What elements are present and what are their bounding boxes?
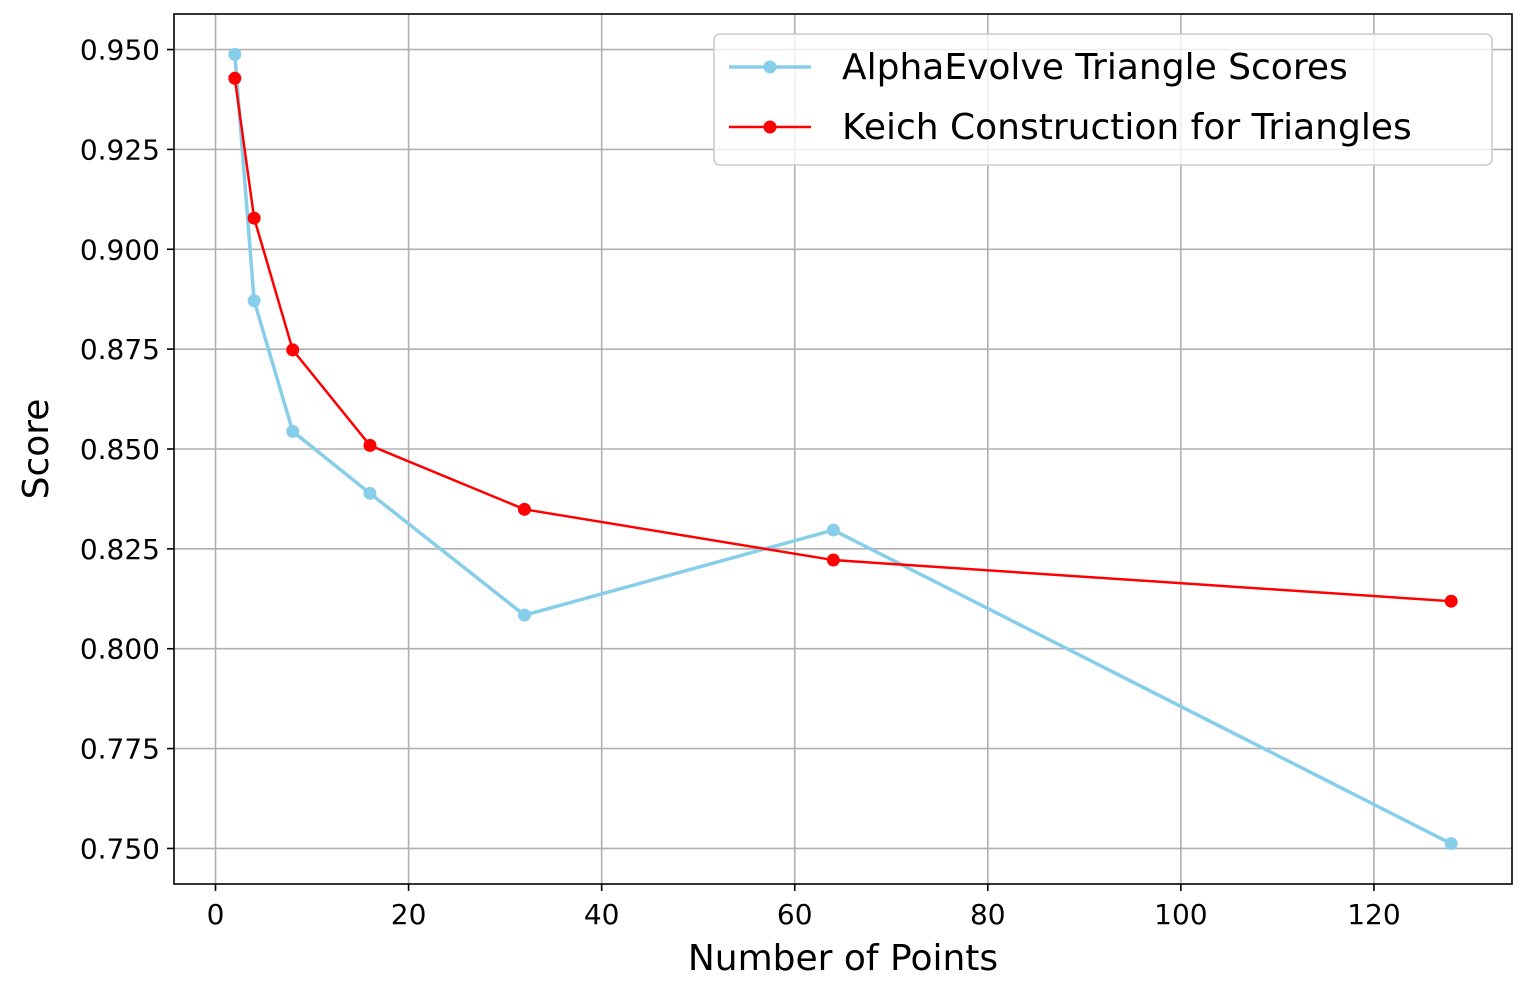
legend-label: Keich Construction for Triangles — [842, 107, 1412, 148]
data-point — [517, 608, 531, 622]
data-point — [247, 211, 261, 225]
data-point — [228, 47, 242, 61]
x-tick-label: 20 — [391, 898, 427, 931]
x-tick-label: 0 — [207, 898, 225, 931]
y-tick-label: 0.825 — [80, 533, 160, 566]
data-point — [247, 294, 261, 308]
data-point — [286, 343, 300, 357]
data-point — [363, 486, 377, 500]
data-point — [286, 424, 300, 438]
data-point — [517, 502, 531, 516]
data-point — [228, 71, 242, 85]
data-point — [826, 523, 840, 537]
x-tick-label: 80 — [970, 898, 1006, 931]
y-tick-label: 0.750 — [80, 832, 160, 865]
plot-frame — [173, 13, 1513, 885]
x-tick-label: 60 — [777, 898, 813, 931]
data-point — [826, 553, 840, 567]
x-tick-label: 120 — [1347, 898, 1400, 931]
data-point — [1444, 594, 1458, 608]
legend-marker — [763, 60, 777, 74]
y-tick-label: 0.950 — [80, 34, 160, 67]
legend-frame — [713, 33, 1493, 166]
x-tick-label: 100 — [1154, 898, 1207, 931]
y-tick-label: 0.800 — [80, 633, 160, 666]
data-point — [1444, 837, 1458, 851]
x-axis-label: Number of Points — [688, 938, 998, 979]
y-tick-label: 0.925 — [80, 133, 160, 166]
y-tick-label: 0.775 — [80, 733, 160, 766]
legend: AlphaEvolve Triangle Scores Keich Constru… — [713, 33, 1493, 166]
legend-label: AlphaEvolve Triangle Scores — [842, 47, 1348, 88]
legend-marker — [763, 120, 777, 134]
y-tick-label: 0.875 — [80, 333, 160, 366]
y-tick-label: 0.900 — [80, 233, 160, 266]
data-point — [363, 438, 377, 452]
y-axis-label: Score — [16, 399, 57, 500]
y-tick-label: 0.850 — [80, 433, 160, 466]
x-tick-label: 40 — [584, 898, 620, 931]
